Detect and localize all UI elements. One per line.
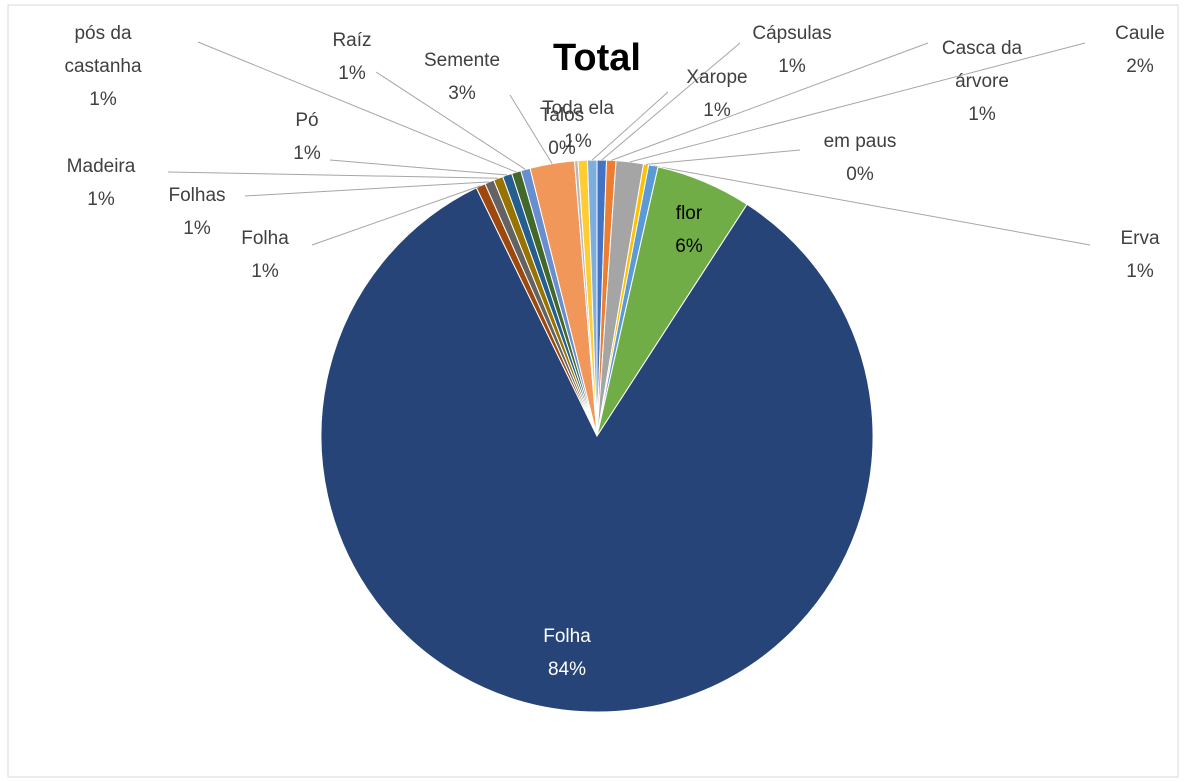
data-label: em paus 0%	[805, 125, 915, 191]
value-label: 1%	[251, 261, 279, 282]
value-label: 1%	[564, 131, 592, 152]
leader-line	[375, 71, 526, 170]
leader-line	[311, 185, 481, 246]
leader-line	[509, 94, 553, 164]
category-label: Erva	[1120, 228, 1160, 249]
data-label: Talos 0%	[507, 99, 617, 165]
value-label: 1%	[778, 56, 806, 77]
pie-slice	[320, 187, 874, 713]
data-label: Folha 84%	[512, 620, 622, 686]
value-label: 1%	[968, 104, 996, 125]
value-label: 84%	[547, 659, 587, 680]
category-label: Folhas	[168, 185, 226, 206]
category-label: Madeira	[66, 156, 136, 177]
data-label: Erva 1%	[1085, 222, 1186, 288]
value-label: 3%	[448, 83, 476, 104]
category-label: Folha	[543, 626, 591, 647]
data-label: pós da castanha 1%	[48, 17, 158, 116]
category-label: Casca da árvore	[941, 38, 1023, 92]
value-label: 1%	[703, 100, 731, 121]
value-label: 0%	[548, 138, 576, 159]
category-label: flor	[675, 203, 703, 224]
leader-line	[629, 42, 1086, 163]
data-label: Cápsulas 1%	[737, 17, 847, 83]
leader-line	[611, 42, 929, 161]
value-label: 1%	[89, 89, 117, 110]
leader-line	[244, 181, 490, 197]
leader-line	[197, 41, 517, 173]
pie-slice	[586, 159, 598, 437]
value-label: 1%	[87, 189, 115, 210]
leader-line	[646, 149, 801, 165]
data-label: Caule 2%	[1085, 17, 1186, 83]
category-label: Pó	[295, 110, 319, 131]
data-label: Toda ela 1%	[523, 92, 633, 158]
data-label: Xarope 1%	[662, 61, 772, 127]
category-label: pós da castanha	[64, 23, 142, 77]
data-label: flor 6%	[634, 197, 744, 263]
data-label: Madeira 1%	[46, 150, 156, 216]
chart-title: Total	[553, 37, 641, 79]
data-label: Folha 1%	[210, 222, 320, 288]
value-label: 2%	[1126, 56, 1154, 77]
leader-line	[329, 159, 508, 176]
value-label: 1%	[183, 218, 211, 239]
value-label: 1%	[338, 63, 366, 84]
data-label: Pó 1%	[252, 104, 362, 170]
category-label: Raíz	[332, 30, 372, 51]
category-label: Caule	[1115, 23, 1165, 44]
leader-line	[653, 165, 1091, 246]
data-label: Raíz 1%	[297, 24, 407, 90]
data-label: Casca da árvore 1%	[927, 32, 1037, 131]
category-label: Talos	[539, 105, 585, 126]
leader-line	[167, 171, 499, 179]
value-label: 6%	[675, 236, 703, 257]
value-label: 1%	[293, 143, 321, 164]
leader-line	[591, 91, 669, 161]
category-label: em paus	[823, 131, 897, 152]
category-label: Folha	[241, 228, 289, 249]
leader-line	[601, 42, 741, 161]
data-label: Folhas 1%	[142, 179, 252, 245]
category-label: Semente	[423, 50, 501, 71]
value-label: 0%	[846, 164, 874, 185]
value-label: 1%	[1126, 261, 1154, 282]
data-label: Semente 3%	[407, 44, 517, 110]
category-label: Cápsulas	[752, 23, 832, 44]
category-label: Toda ela	[542, 98, 614, 119]
category-label: Xarope	[686, 67, 748, 88]
